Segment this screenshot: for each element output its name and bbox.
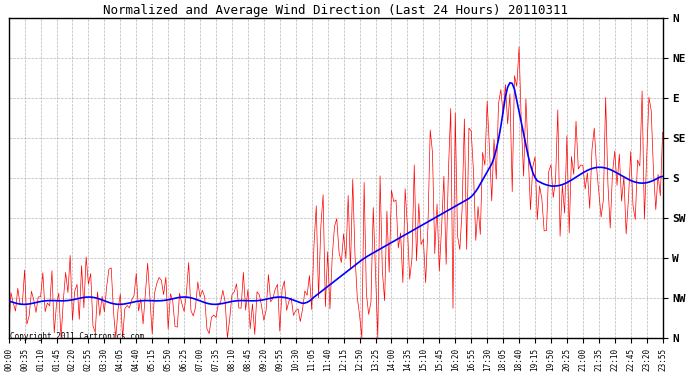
Text: Copyright 2011 Cartronics.com: Copyright 2011 Cartronics.com (10, 332, 144, 340)
Title: Normalized and Average Wind Direction (Last 24 Hours) 20110311: Normalized and Average Wind Direction (L… (103, 4, 568, 17)
